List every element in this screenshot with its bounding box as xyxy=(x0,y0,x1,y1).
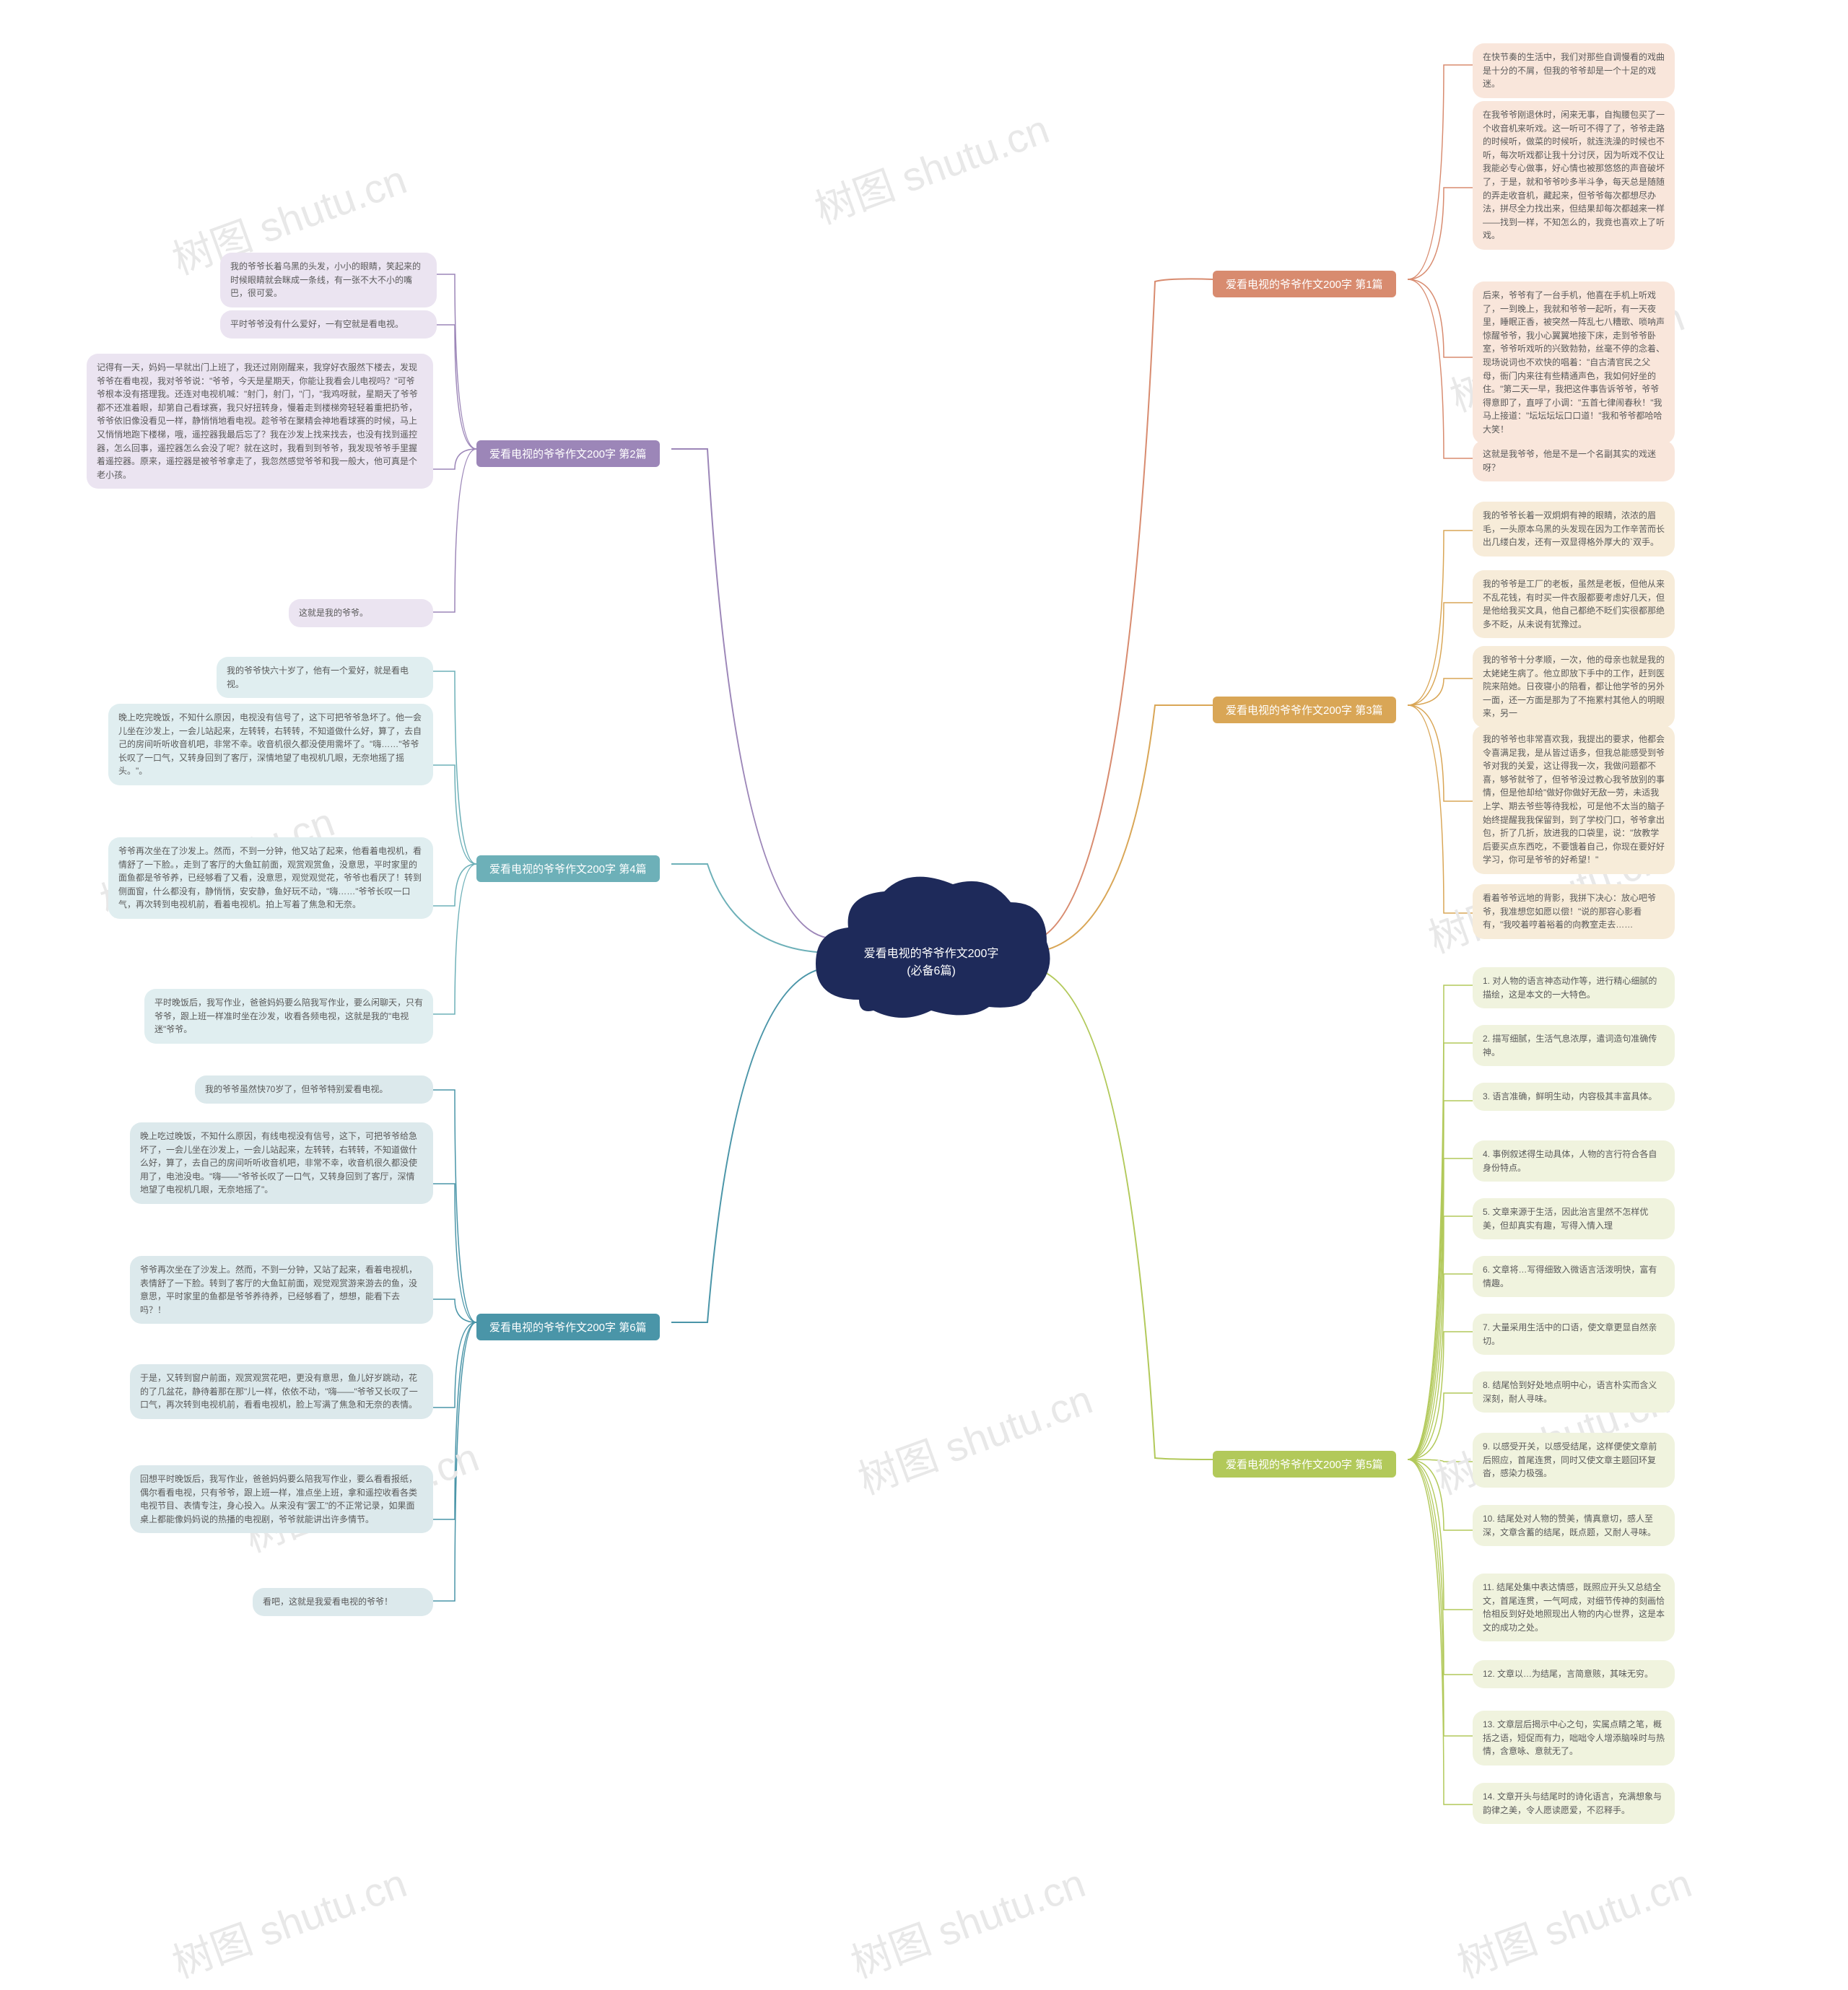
leaf-node[interactable]: 我的爷爷长着一双炯炯有神的眼睛，浓浓的眉毛，一头原本乌黑的头发现在因为工作辛苦而… xyxy=(1473,502,1675,557)
leaf-node[interactable]: 3. 语言准确，鲜明生动，内容极其丰富具体。 xyxy=(1473,1083,1675,1111)
leaf-node[interactable]: 13. 文章层后揭示中心之句，实属点睛之笔，概括之语，短促而有力，咄咄令人增添脑… xyxy=(1473,1711,1675,1766)
leaf-node[interactable]: 4. 事例叙述得生动具体，人物的言行符合各自身份特点。 xyxy=(1473,1140,1675,1182)
leaf-node[interactable]: 爷爷再次坐在了沙发上。然而，不到一分钟，又站了起来，看着电视机，表情舒了一下脸。… xyxy=(130,1256,433,1324)
leaf-node[interactable]: 记得有一天，妈妈一早就出门上班了，我还过刚刚醒来，我穿好衣服然下楼去，发现爷爷在… xyxy=(87,354,433,489)
leaf-node[interactable]: 爷爷再次坐在了沙发上。然而，不到一分钟，他又站了起来，他看着电视机，看情舒了一下… xyxy=(108,837,433,919)
branch-label-b3[interactable]: 爱看电视的爷爷作文200字 第3篇 xyxy=(1213,697,1396,723)
leaf-node[interactable]: 回想平时晚饭后，我写作业，爸爸妈妈要么陪我写作业，要么看看报纸，偶尔看看电视，只… xyxy=(130,1465,433,1533)
leaf-node[interactable]: 我的爷爷长着乌黑的头发，小小的眼睛，笑起来的时候眼睛就会眯成一条线，有一张不大不… xyxy=(220,253,437,307)
leaf-node[interactable]: 11. 结尾处集中表达情感，既照应开头又总结全文，首尾连贯，一气呵成，对细节传神… xyxy=(1473,1574,1675,1641)
center-topic[interactable]: 爱看电视的爷爷作文200字(必备6篇) xyxy=(823,884,1040,1021)
leaf-node[interactable]: 我的爷爷是工厂的老板，虽然是老板，但他从来不乱花钱，有时买一件衣服都要考虑好几天… xyxy=(1473,570,1675,638)
branch-label-b2[interactable]: 爱看电视的爷爷作文200字 第2篇 xyxy=(476,440,660,467)
leaf-node[interactable]: 7. 大量采用生活中的口语，使文章更显自然亲切。 xyxy=(1473,1314,1675,1355)
leaf-node[interactable]: 看着爷爷远地的背影，我拼下决心：放心吧爷爷，我准想您如愿以偿！"说的那容心影看有… xyxy=(1473,884,1675,939)
leaf-node[interactable]: 后来，爷爷有了一台手机，他喜在手机上听戏了，一到晚上，我就和爷爷一起听，有一天夜… xyxy=(1473,282,1675,444)
watermark-text: 树图 shutu.cn xyxy=(1448,1851,1699,1989)
leaf-node[interactable]: 平时晚饭后，我写作业，爸爸妈妈要么陪我写作业，要么闲聊天，只有爷爷，跟上班一样准… xyxy=(144,989,433,1044)
leaf-node[interactable]: 14. 文章开头与结尾时的诗化语言，充满想象与韵律之美，令人愿读愿爱，不忍释手。 xyxy=(1473,1783,1675,1824)
leaf-node[interactable]: 于是，又转到窗户前面，观赏观赏花吧，更没有意思，鱼儿好岁跳动，花的了几盆花，静待… xyxy=(130,1364,433,1419)
leaf-node[interactable]: 这就是我的爷爷。 xyxy=(289,599,433,627)
leaf-node[interactable]: 这就是我爷爷，他是不是一个名副其实的戏迷呀？ xyxy=(1473,440,1675,481)
watermark-text: 树图 shutu.cn xyxy=(842,1851,1092,1989)
leaf-node[interactable]: 5. 文章来源于生活，因此治言里然不怎样优美，但却真实有趣，写得入情入理 xyxy=(1473,1198,1675,1239)
watermark-text: 树图 shutu.cn xyxy=(849,1367,1099,1506)
leaf-node[interactable]: 10. 结尾处对人物的赞美，情真意切，感人至深，文章含蓄的结尾，既点题，又耐人寻… xyxy=(1473,1505,1675,1546)
watermark-text: 树图 shutu.cn xyxy=(806,97,1056,235)
leaf-node[interactable]: 我的爷爷虽然快70岁了，但爷爷特别爱看电视。 xyxy=(195,1075,433,1104)
leaf-node[interactable]: 8. 结尾恰到好处地点明中心，语言朴实而含义深刻，耐人寻味。 xyxy=(1473,1371,1675,1413)
leaf-node[interactable]: 1. 对人物的语言神态动作等，进行精心细腻的描绘，这是本文的一大特色。 xyxy=(1473,967,1675,1008)
leaf-node[interactable]: 6. 文章将…写得细致入微语言活泼明快，富有情趣。 xyxy=(1473,1256,1675,1297)
leaf-node[interactable]: 平时爷爷没有什么爱好，一有空就是看电视。 xyxy=(220,310,437,339)
leaf-node[interactable]: 在我爷爷刚退休时，闲来无事，自掏腰包买了一个收音机来听戏。这一听可不得了了，爷爷… xyxy=(1473,101,1675,250)
leaf-node[interactable]: 在快节奏的生活中，我们对那些自调慢看的戏曲是十分的不屑，但我的爷爷却是一个十足的… xyxy=(1473,43,1675,98)
branch-label-b1[interactable]: 爱看电视的爷爷作文200字 第1篇 xyxy=(1213,271,1396,297)
leaf-node[interactable]: 12. 文章以…为结尾，言简意赅，其味无穷。 xyxy=(1473,1660,1675,1688)
leaf-node[interactable]: 我的爷爷也非常喜欢我，我提出的要求，他都会令喜满足我，是从皆过语多，但我总能感受… xyxy=(1473,725,1675,874)
leaf-node[interactable]: 晚上吃过晚饭，不知什么原因，有线电视没有信号，这下，可把爷爷给急坏了，一会儿坐在… xyxy=(130,1122,433,1204)
branch-label-b5[interactable]: 爱看电视的爷爷作文200字 第5篇 xyxy=(1213,1451,1396,1478)
leaf-node[interactable]: 我的爷爷十分孝顺，一次，他的母亲也就是我的太姥姥生病了。他立即放下手中的工作，赶… xyxy=(1473,646,1675,728)
leaf-node[interactable]: 我的爷爷快六十岁了，他有一个爱好，就是看电视。 xyxy=(217,657,433,698)
branch-label-b6[interactable]: 爱看电视的爷爷作文200字 第6篇 xyxy=(476,1314,660,1340)
leaf-node[interactable]: 晚上吃完晚饭，不知什么原因，电视没有信号了，这下可把爷爷急坏了。他一会儿坐在沙发… xyxy=(108,704,433,785)
branch-label-b4[interactable]: 爱看电视的爷爷作文200字 第4篇 xyxy=(476,855,660,882)
leaf-node[interactable]: 9. 以感受开关，以感受结尾，这样便使文章前后照应，首尾连贯，同时又使文章主题回… xyxy=(1473,1433,1675,1488)
center-title: 爱看电视的爷爷作文200字(必备6篇) xyxy=(859,946,1003,980)
watermark-text: 树图 shutu.cn xyxy=(163,1851,414,1989)
leaf-node[interactable]: 看吧，这就是我爱看电视的爷爷！ xyxy=(253,1588,433,1616)
leaf-node[interactable]: 2. 描写细腻，生活气息浓厚，遣词造句准确传神。 xyxy=(1473,1025,1675,1066)
